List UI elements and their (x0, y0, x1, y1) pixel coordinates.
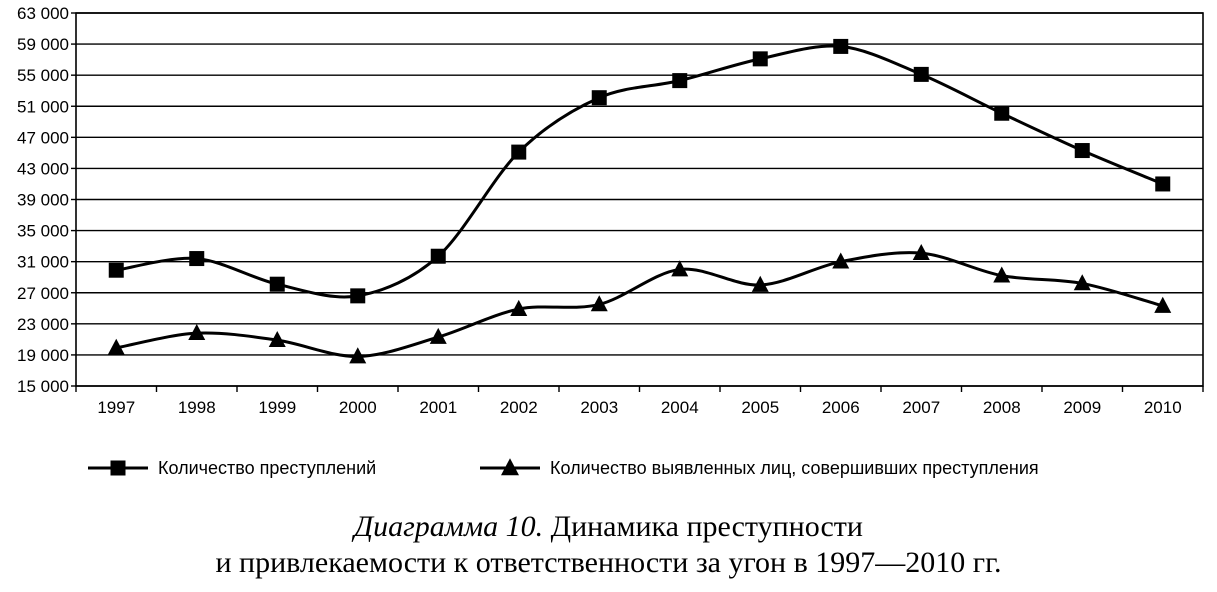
data-point-crimes (350, 288, 366, 304)
x-tick-label: 2007 (902, 398, 940, 417)
data-point-crimes (1155, 176, 1171, 192)
data-point-offenders (1073, 274, 1091, 291)
data-point-crimes (591, 90, 607, 106)
data-point-crimes (833, 38, 849, 54)
x-tick-label: 1998 (178, 398, 216, 417)
data-point-offenders (751, 275, 769, 292)
data-point-crimes (269, 276, 285, 292)
y-tick-label: 55 000 (17, 66, 69, 85)
data-point-offenders (993, 266, 1011, 283)
data-point-crimes (913, 66, 929, 82)
data-point-offenders (832, 252, 850, 269)
series-line-1 (116, 44, 1164, 299)
legend-label-1: Количество преступлений (158, 458, 376, 478)
data-point-offenders (268, 330, 286, 348)
data-point-offenders (590, 295, 608, 312)
x-tick-label: 1999 (258, 398, 296, 417)
x-tick-label: 2010 (1144, 398, 1182, 417)
y-tick-label: 31 000 (17, 253, 69, 272)
legend-label-2: Количество выявленных лиц, совершивших п… (550, 458, 1039, 478)
y-tick-label: 51 000 (17, 97, 69, 116)
line-chart: 15 000 19 000 23 000 27 000 31 000 35 000 39 0… (17, 4, 1204, 478)
data-point-crimes (189, 251, 205, 267)
y-tick-label: 43 000 (17, 159, 69, 178)
y-tick-label: 15 000 (17, 377, 69, 396)
x-tick-label: 2008 (983, 398, 1021, 417)
chart-caption-line-2: и привлекаемости к ответственности за уг… (215, 546, 1002, 579)
data-point-offenders (188, 323, 206, 341)
y-tick-label: 39 000 (17, 191, 69, 210)
chart-series (107, 38, 1172, 364)
data-point-offenders (429, 327, 447, 344)
series-line-2 (115, 251, 1164, 358)
data-point-crimes (511, 144, 527, 160)
chart-grid (76, 12, 1203, 387)
caption-lead: Диаграмма 10. (354, 510, 544, 543)
chart-axes: 15 000 19 000 23 000 27 000 31 000 35 000 39 0… (17, 4, 1204, 417)
x-tick-label: 2005 (741, 398, 779, 417)
y-tick-label: 23 000 (17, 315, 69, 334)
caption-title: Динамика преступности (543, 510, 863, 543)
data-point-crimes (752, 51, 768, 67)
y-tick-label: 27 000 (17, 284, 69, 303)
data-point-crimes (108, 262, 124, 278)
data-point-crimes (1074, 143, 1090, 159)
x-tick-label: 2001 (419, 398, 457, 417)
data-point-crimes (430, 248, 446, 264)
x-tick-label: 2002 (500, 398, 538, 417)
chart-legend: Количество преступлений Количество выявле… (88, 458, 1039, 478)
y-tick-label: 19 000 (17, 346, 69, 365)
data-point-offenders (510, 299, 528, 316)
data-point-offenders (107, 338, 125, 355)
data-point-offenders (671, 260, 689, 277)
data-point-offenders (1154, 296, 1172, 313)
data-point-offenders (349, 347, 367, 364)
x-tick-label: 2000 (339, 398, 377, 417)
x-tick-label: 2009 (1063, 398, 1101, 417)
x-tick-label: 2003 (580, 398, 618, 417)
data-point-offenders (912, 243, 930, 261)
x-tick-label: 1997 (97, 398, 135, 417)
y-tick-label: 35 000 (17, 222, 69, 241)
chart-caption-line-1: Диаграмма 10. Динамика преступности (0, 510, 1217, 544)
x-tick-label: 2004 (661, 398, 699, 417)
data-point-crimes (994, 105, 1010, 121)
data-point-crimes (672, 73, 688, 89)
y-tick-label: 47 000 (17, 128, 69, 147)
legend-marker-square (110, 460, 126, 476)
x-tick-label: 2006 (822, 398, 860, 417)
y-tick-label: 63 000 (17, 4, 69, 23)
y-tick-label: 59 000 (17, 35, 69, 54)
legend-marker-triangle (501, 458, 519, 476)
